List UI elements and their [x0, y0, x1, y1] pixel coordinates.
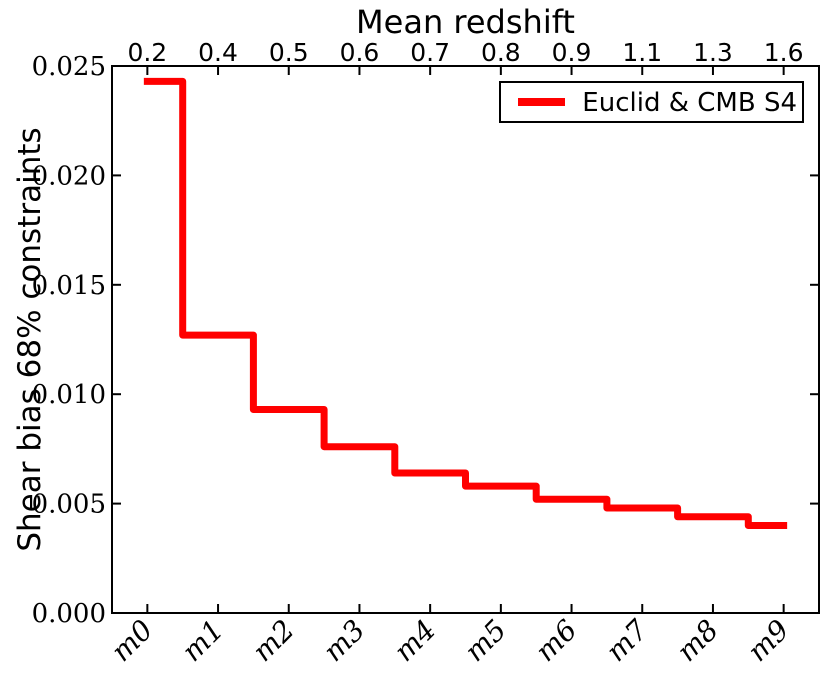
top-tick-label: 0.2 [127, 38, 167, 67]
top-tick-label: 0.4 [198, 38, 238, 67]
top-tick-label: 0.7 [410, 38, 450, 67]
y-tick-label: 0.020 [32, 161, 106, 191]
top-tick-label: 1.1 [622, 38, 662, 67]
x-category-label: m6 [529, 613, 584, 668]
y-tick-label: 0.000 [32, 599, 106, 629]
x-category-label: m7 [600, 613, 655, 668]
top-tick-label: 0.5 [269, 38, 309, 67]
x-category-label: m1 [175, 613, 230, 668]
x-category-label: m8 [670, 613, 725, 668]
legend-label: Euclid & CMB S4 [582, 88, 797, 118]
y-axis-label: Shear bias 68% constraints [12, 127, 48, 551]
x-category-label: m9 [741, 613, 796, 668]
top-tick-label: 1.3 [693, 38, 733, 67]
x-category-label: m4 [387, 613, 442, 668]
top-axis-title: Mean redshift [356, 3, 575, 41]
x-category-label: m0 [105, 613, 160, 668]
x-category-label: m2 [246, 613, 301, 668]
x-category-label: m5 [458, 613, 513, 668]
top-tick-label: 0.8 [481, 38, 521, 67]
top-tick-label: 0.6 [340, 38, 380, 67]
y-tick-label: 0.005 [32, 490, 106, 520]
top-tick-label: 1.6 [764, 38, 804, 67]
top-tick-label: 0.9 [552, 38, 592, 67]
y-tick-label: 0.010 [32, 380, 106, 410]
x-category-label: m3 [317, 613, 372, 668]
y-tick-label: 0.025 [32, 52, 106, 82]
y-tick-label: 0.015 [32, 271, 106, 301]
axes-frame [111, 65, 820, 614]
step-line-series [143, 77, 788, 529]
